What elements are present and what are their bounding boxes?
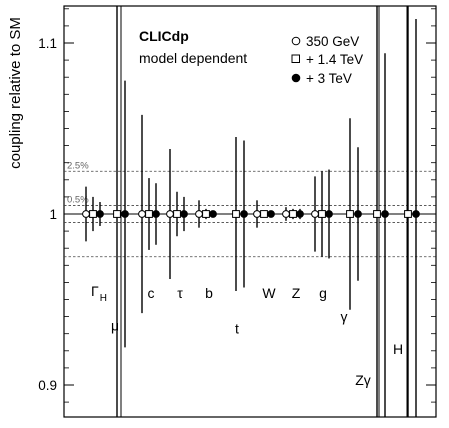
marker-350gev — [253, 210, 261, 218]
marker-3tev — [240, 210, 248, 218]
coupling-label-8: g — [319, 285, 327, 301]
coupling-label-4: b — [205, 285, 213, 301]
marker-3tev — [267, 210, 275, 218]
marker-350gev — [138, 210, 146, 218]
marker-3tev — [152, 210, 160, 218]
coupling-label-0: ΓH — [91, 283, 107, 304]
coupling-label-1: μ — [111, 317, 119, 333]
marker-350gev — [282, 210, 290, 218]
reference-label-0: 2.5% — [67, 160, 89, 171]
legend-marker-open-circle — [291, 36, 301, 46]
marker-1-4tev — [373, 210, 381, 218]
y-tick-label-0: 0.9 — [38, 378, 57, 393]
coupling-label-7: Z — [292, 285, 301, 301]
marker-3tev — [296, 210, 304, 218]
marker-3tev — [209, 210, 217, 218]
legend-label-3tev: + 3 TeV — [306, 71, 352, 86]
marker-1-4tev — [260, 210, 268, 218]
marker-1-4tev — [232, 210, 240, 218]
marker-3tev — [121, 210, 129, 218]
data-points — [82, 6, 420, 417]
legend-label-1-4tev: + 1.4 TeV — [306, 52, 363, 67]
y-tick-label-2: 1.1 — [38, 36, 57, 51]
marker-1-4tev — [318, 210, 326, 218]
marker-350gev — [311, 210, 319, 218]
coupling-label-3: τ — [177, 285, 183, 301]
coupling-label-9: γ — [341, 309, 348, 325]
marker-3tev — [325, 210, 333, 218]
y-axis-ticks: 0.9 1 1.1 — [38, 8, 436, 403]
coupling-label-11: H — [393, 341, 403, 357]
marker-1-4tev — [404, 210, 412, 218]
plot-frame — [63, 5, 437, 418]
y-tick-label-1: 1 — [49, 207, 57, 222]
marker-3tev — [381, 210, 389, 218]
marker-350gev — [166, 210, 174, 218]
y-axis-label: coupling relative to SM — [7, 17, 24, 169]
marker-1-4tev — [173, 210, 181, 218]
legend-marker-filled-circle — [291, 73, 301, 83]
legend-label-350gev: 350 GeV — [306, 34, 359, 49]
marker-1-4tev — [202, 210, 210, 218]
marker-1-4tev — [346, 210, 354, 218]
marker-1-4tev — [289, 210, 297, 218]
marker-1-4tev — [145, 210, 153, 218]
marker-350gev — [195, 210, 203, 218]
legend-marker-open-square — [291, 54, 300, 63]
reference-label-2: 0.5% — [67, 194, 89, 205]
coupling-label-2: c — [148, 285, 155, 301]
chart-subtitle: model dependent — [139, 50, 247, 66]
coupling-label-10: Zγ — [355, 372, 371, 388]
marker-1-4tev — [89, 210, 97, 218]
coupling-label-5: t — [235, 321, 239, 337]
chart-title: CLICdp — [139, 28, 189, 44]
marker-3tev — [354, 210, 362, 218]
legend: 350 GeV + 1.4 TeV + 3 TeV — [291, 34, 363, 86]
reference-lines: 2.5% 0.5% — [64, 160, 436, 258]
coupling-label-6: W — [262, 285, 276, 301]
marker-1-4tev — [113, 210, 121, 218]
marker-3tev — [180, 210, 188, 218]
marker-3tev — [96, 210, 104, 218]
marker-3tev — [412, 210, 420, 218]
marker-350gev — [82, 210, 90, 218]
